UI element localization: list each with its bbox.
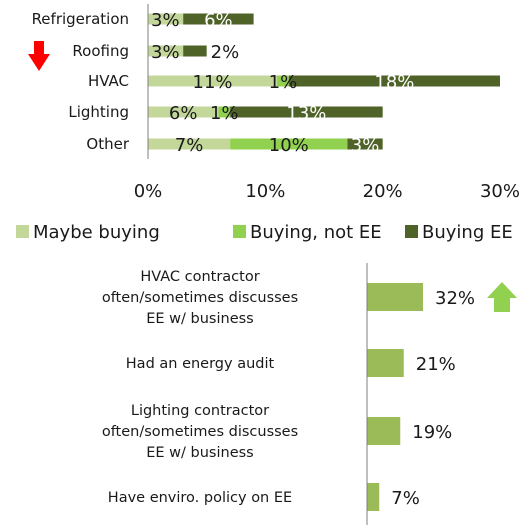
bar-refrigeration-maybe-buying <box>148 13 184 25</box>
factor-label-often-sometimes-discusses: often/sometimes discusses <box>102 290 298 306</box>
factor-value-label-3: 19% <box>412 422 452 443</box>
legend-label-buying-not-ee: Buying, not EE <box>250 222 382 243</box>
stacked-bar-chart: Refrigeration Roofing HVAC Lighting Other 3%… <box>28 4 520 202</box>
factor-bar-3 <box>367 417 401 445</box>
data-label-hvac-buying-ee: 18% <box>374 72 414 93</box>
bar-hvac-buying-not-ee <box>277 75 289 87</box>
bar-hvac-buying-ee <box>288 75 500 87</box>
factor-label-have-enviro-policy-on-ee: Have enviro. policy on EE <box>108 490 292 506</box>
factor-value-label-1: 32% <box>435 288 475 309</box>
legend-swatch-buying-ee <box>405 225 418 238</box>
bar-refrigeration-buying-ee <box>183 13 254 25</box>
factor-bar-2 <box>367 349 404 377</box>
data-label-other-maybe-buying: 7% <box>175 135 204 156</box>
factor-label-lighting-contractor: Lighting contractor <box>131 403 269 419</box>
legend-label-buying-ee: Buying EE <box>422 222 513 243</box>
factor-label-ee-w-business: EE w/ business <box>146 311 253 327</box>
data-label-other-buying-not-ee: 10% <box>269 135 309 156</box>
data-label-lighting-buying-not-ee: 1% <box>210 103 239 124</box>
data-label-hvac-buying-not-ee: 1% <box>269 72 298 93</box>
factor-bar-1 <box>367 283 423 311</box>
category-label-other: Other <box>86 135 129 153</box>
category-label-lighting: Lighting <box>68 103 129 121</box>
x-tick-label-30: 30% <box>480 181 520 202</box>
legend-swatch-buying-not-ee <box>233 225 246 238</box>
bar-lighting-buying-ee <box>230 106 383 118</box>
up-arrow-icon <box>487 282 517 312</box>
data-label-refrigeration-maybe-buying: 3% <box>151 10 180 31</box>
x-tick-label-20: 20% <box>363 181 403 202</box>
factor-label-had-an-energy-audit: Had an energy audit <box>126 356 275 372</box>
factor-label-hvac-contractor: HVAC contractor <box>140 269 259 285</box>
bar-hvac-maybe-buying <box>148 75 278 87</box>
bar-other-maybe-buying <box>148 138 231 150</box>
factor-bar-chart: HVAC contractor often/sometimes discusses… <box>102 263 517 525</box>
legend-label-maybe-buying: Maybe buying <box>33 222 160 243</box>
x-tick-label-0: 0% <box>134 181 163 202</box>
bar-roofing-buying-ee <box>183 45 207 57</box>
factor-label-often-sometimes-discusses: often/sometimes discusses <box>102 424 298 440</box>
factor-label-ee-w-business: EE w/ business <box>146 445 253 461</box>
legend: Maybe buying Buying, not EE Buying EE <box>16 222 513 243</box>
data-label-refrigeration-buying-ee: 6% <box>204 10 233 31</box>
bar-roofing-maybe-buying <box>148 45 184 57</box>
factor-value-label-4: 7% <box>391 488 420 509</box>
factor-value-label-2: 21% <box>416 354 456 375</box>
factor-bar-4 <box>367 483 380 511</box>
category-label-roofing: Roofing <box>72 42 129 60</box>
data-label-lighting-buying-ee: 13% <box>286 103 326 124</box>
down-arrow-icon <box>28 41 50 71</box>
bar-lighting-buying-not-ee <box>218 106 231 118</box>
data-label-lighting-maybe-buying: 6% <box>169 103 198 124</box>
legend-swatch-maybe-buying <box>16 225 29 238</box>
bar-other-buying-ee <box>347 138 383 150</box>
data-label-roofing-buying-ee: 2% <box>211 42 240 63</box>
data-label-other-buying-ee: 3% <box>351 135 380 156</box>
x-tick-label-10: 10% <box>245 181 285 202</box>
category-label-refrigeration: Refrigeration <box>32 10 129 28</box>
data-label-hvac-maybe-buying: 11% <box>193 72 233 93</box>
data-label-roofing-maybe-buying: 3% <box>151 42 180 63</box>
category-label-hvac: HVAC <box>88 72 129 90</box>
bar-other-buying-not-ee <box>230 138 348 150</box>
bar-lighting-maybe-buying <box>148 106 219 118</box>
